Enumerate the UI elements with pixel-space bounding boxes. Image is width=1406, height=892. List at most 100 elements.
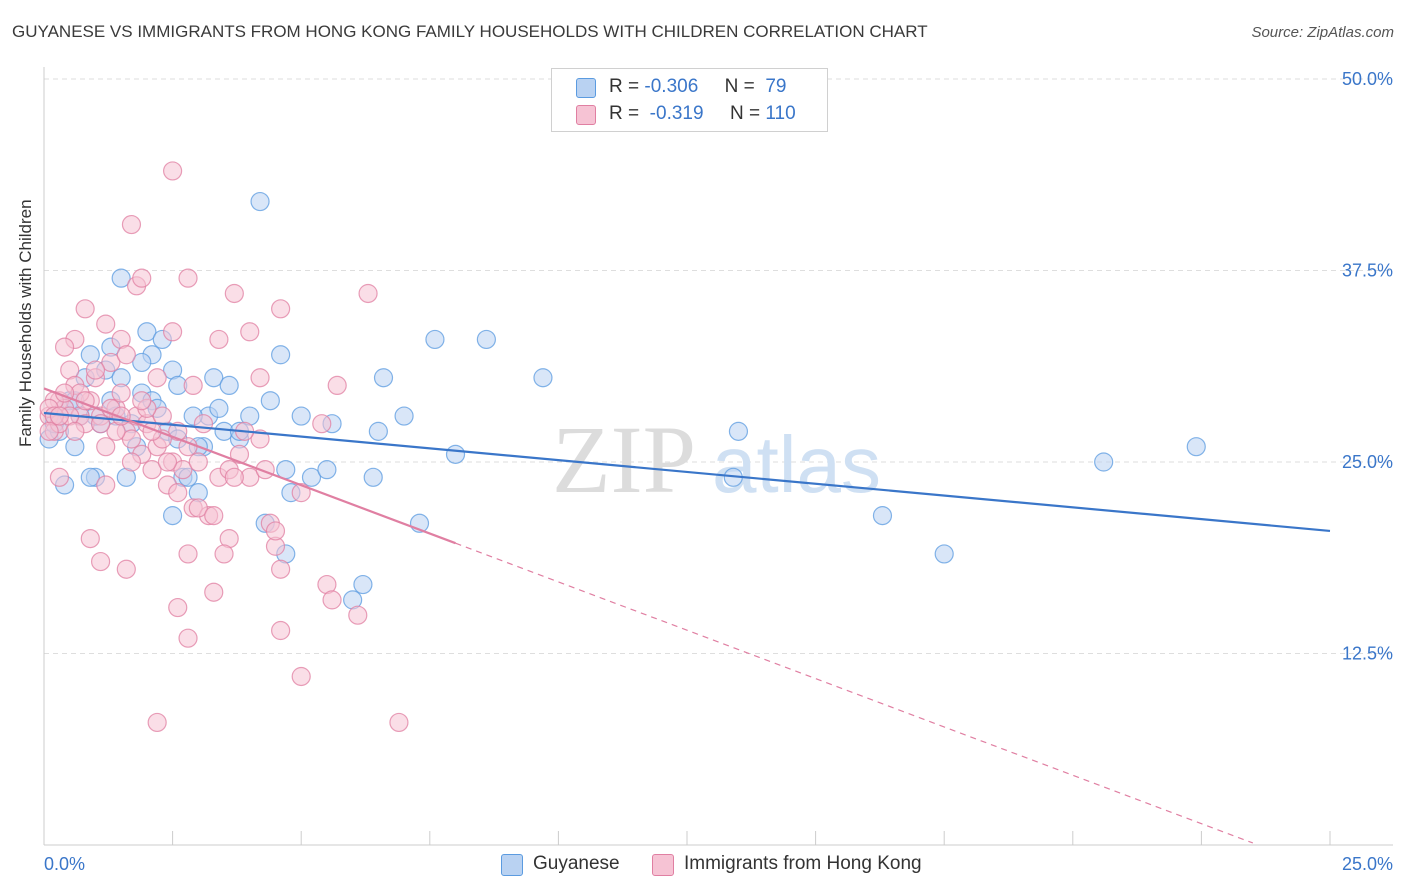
point-guyanese	[301, 467, 322, 487]
point-hongkong	[204, 582, 224, 602]
point-hongkong	[271, 299, 291, 319]
point-guyanese	[445, 444, 466, 464]
point-hongkong	[291, 666, 311, 687]
point-hongkong	[188, 452, 208, 472]
trend-line-hongkong-extension	[455, 542, 1254, 844]
legend-label-guyanese: Guyanese	[533, 853, 620, 874]
point-guyanese	[872, 506, 893, 526]
y-tick-label: 12.5%	[1342, 644, 1393, 664]
point-hongkong	[121, 429, 142, 449]
point-guyanese	[219, 375, 239, 395]
y-tick-label: 37.5%	[1342, 261, 1393, 281]
point-guyanese	[260, 391, 280, 411]
point-guyanese	[394, 406, 414, 426]
point-hongkong	[173, 460, 193, 480]
point-hongkong	[312, 414, 332, 434]
point-guyanese	[317, 460, 337, 480]
point-hongkong	[250, 368, 270, 388]
point-guyanese	[271, 345, 291, 365]
point-hongkong	[214, 544, 234, 564]
point-guyanese	[291, 406, 311, 426]
point-guyanese	[111, 268, 131, 288]
point-guyanese	[934, 544, 954, 564]
point-hongkong	[168, 597, 188, 618]
point-hongkong	[54, 337, 75, 357]
point-guyanese	[1094, 452, 1114, 472]
legend-stats: R = -0.306 N = 79 R = -0.319 N = 110	[551, 68, 828, 132]
point-guyanese	[353, 574, 373, 595]
legend-n-label: N =	[729, 103, 761, 124]
point-hongkong	[178, 628, 198, 648]
point-guyanese	[728, 421, 749, 441]
point-hongkong	[229, 444, 250, 464]
point-guyanese	[1186, 437, 1206, 457]
point-hongkong	[224, 283, 244, 304]
legend-label-hongkong: Immigrants from Hong Kong	[684, 853, 922, 874]
point-hongkong	[168, 483, 188, 503]
legend-r-label: R =	[609, 103, 640, 124]
point-hongkong	[121, 214, 142, 235]
point-hongkong	[39, 421, 59, 441]
legend-r-label: R =	[609, 76, 640, 97]
y-tick-label: 50.0%	[1342, 69, 1393, 89]
point-hongkong	[271, 620, 291, 641]
point-hongkong	[163, 161, 183, 181]
legend-r-value: -0.306	[644, 76, 699, 97]
point-hongkong	[178, 268, 198, 288]
legend-n-label: N =	[724, 76, 755, 97]
point-hongkong	[209, 329, 229, 350]
point-hongkong	[163, 322, 183, 342]
point-hongkong	[80, 528, 100, 549]
point-guyanese	[476, 329, 496, 350]
point-hongkong	[132, 391, 152, 411]
point-hongkong	[152, 406, 172, 426]
point-hongkong	[224, 467, 244, 487]
point-guyanese	[368, 421, 388, 441]
legend-r-value: -0.319	[649, 103, 704, 124]
watermark: ZIP atlas	[552, 406, 881, 513]
point-hongkong	[327, 375, 347, 395]
point-hongkong	[188, 498, 208, 518]
point-hongkong	[111, 383, 131, 403]
point-hongkong	[116, 345, 136, 365]
x-tick-label: 0.0%	[44, 854, 85, 874]
legend-swatch-guyanese	[501, 854, 523, 876]
y-axis-label: Family Households with Children	[16, 199, 35, 447]
point-hongkong	[265, 521, 286, 541]
point-hongkong	[65, 421, 85, 441]
point-hongkong	[193, 414, 214, 434]
axes	[43, 67, 1393, 846]
point-hongkong	[348, 605, 368, 625]
point-hongkong	[178, 544, 198, 564]
point-hongkong	[168, 421, 188, 441]
legend-swatch-guyanese	[576, 78, 596, 98]
point-hongkong	[96, 314, 116, 334]
point-hongkong	[121, 452, 142, 472]
y-tick-label: 25.0%	[1342, 452, 1393, 472]
watermark-zip: ZIP	[552, 406, 696, 513]
point-hongkong	[204, 506, 224, 526]
tick-labels: 12.5% 25.0% 37.5% 50.0% 0.0% 25.0%	[44, 69, 1393, 874]
point-hongkong	[240, 322, 260, 342]
point-hongkong	[49, 467, 70, 487]
point-guyanese	[250, 191, 270, 212]
point-hongkong	[132, 268, 152, 288]
source-label: Source: ZipAtlas.com	[1251, 24, 1394, 41]
point-guyanese	[137, 322, 157, 342]
point-hongkong	[75, 299, 95, 319]
legend-n-value: 110	[765, 103, 796, 124]
point-guyanese	[425, 329, 445, 350]
point-hongkong	[250, 429, 270, 449]
point-guyanese	[533, 368, 553, 388]
trend-line-hongkong	[43, 387, 456, 545]
point-hongkong	[101, 352, 121, 373]
point-hongkong	[358, 283, 378, 304]
point-hongkong	[291, 483, 311, 503]
legend-series: Guyanese Immigrants from Hong Kong	[0, 852, 1406, 878]
point-hongkong	[142, 460, 162, 480]
point-guyanese	[132, 352, 152, 373]
point-guyanese	[209, 398, 229, 418]
point-hongkong	[96, 475, 116, 495]
gridlines	[44, 78, 1393, 654]
point-hongkong	[96, 437, 116, 457]
